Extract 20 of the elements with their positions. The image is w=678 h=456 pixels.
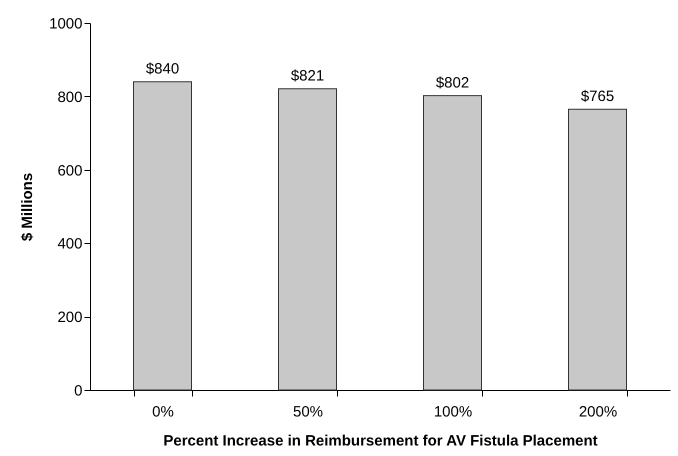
x-tick-label: 0% <box>152 404 174 420</box>
y-tick-label: 0 <box>74 382 82 400</box>
y-tick-label: 600 <box>57 162 82 180</box>
data-label: $821 <box>290 68 324 85</box>
data-label: $840 <box>146 60 180 78</box>
data-label: $802 <box>436 74 470 92</box>
y-tick-label: 1000 <box>49 16 82 32</box>
bar <box>278 88 337 390</box>
bar <box>568 108 627 390</box>
data-label: $765 <box>580 88 614 106</box>
bar <box>133 81 192 390</box>
y-tick-label: 200 <box>57 309 82 326</box>
y-tick-label: 400 <box>57 236 82 253</box>
y-axis-title: $ Millions <box>19 172 36 242</box>
x-tick-label: 50% <box>292 404 324 420</box>
x-tick-label: 100% <box>434 404 472 420</box>
x-tick-label: 200% <box>578 404 618 420</box>
x-axis-title: Percent Increase in Reimbursement for AV Fistula Placement <box>163 432 598 450</box>
bar <box>423 95 482 390</box>
y-tick-label: 800 <box>57 88 82 106</box>
